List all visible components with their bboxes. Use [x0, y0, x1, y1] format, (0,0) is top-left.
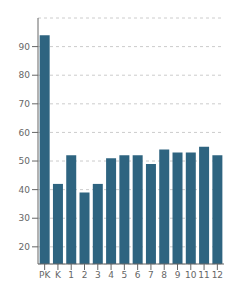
svg-text:11: 11 [198, 270, 209, 280]
svg-text:9: 9 [175, 270, 181, 280]
svg-text:4: 4 [108, 270, 114, 280]
svg-text:7: 7 [148, 270, 154, 280]
svg-text:90: 90 [19, 42, 31, 52]
svg-text:40: 40 [19, 185, 31, 195]
svg-text:5: 5 [121, 270, 127, 280]
svg-text:12: 12 [212, 270, 223, 280]
svg-text:3: 3 [95, 270, 101, 280]
svg-text:80: 80 [19, 70, 31, 80]
svg-text:K: K [55, 270, 62, 280]
svg-text:6: 6 [135, 270, 141, 280]
svg-text:30: 30 [19, 213, 31, 223]
svg-text:8: 8 [161, 270, 167, 280]
svg-text:PK: PK [39, 270, 51, 280]
svg-text:1: 1 [68, 270, 74, 280]
svg-text:60: 60 [19, 128, 31, 138]
svg-text:70: 70 [19, 99, 31, 109]
svg-text:20: 20 [19, 242, 31, 252]
svg-text:50: 50 [19, 156, 31, 166]
svg-text:10: 10 [185, 270, 197, 280]
svg-text:2: 2 [82, 270, 88, 280]
